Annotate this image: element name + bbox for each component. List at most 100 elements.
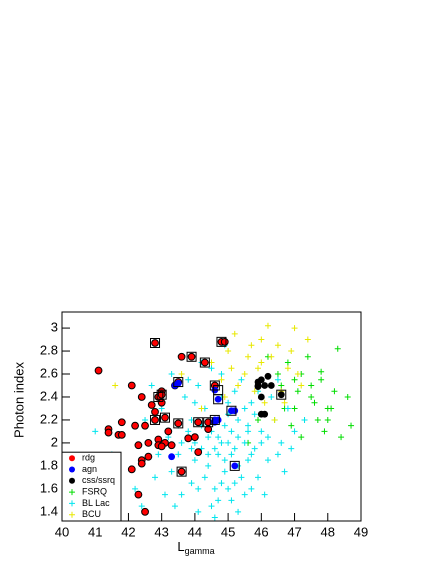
point (208, 503, 215, 510)
legend-marker (69, 511, 75, 518)
point (248, 451, 255, 458)
point (278, 439, 285, 446)
point (228, 365, 235, 372)
point (278, 382, 285, 389)
point (144, 439, 153, 447)
highlight-box (150, 414, 161, 425)
point (205, 451, 212, 458)
point (281, 468, 288, 475)
frame (61, 311, 362, 522)
point (274, 451, 281, 458)
point (304, 336, 311, 343)
point (291, 325, 298, 332)
point (221, 468, 228, 475)
point (151, 416, 159, 424)
point (218, 376, 225, 383)
point (255, 474, 262, 481)
point (190, 433, 199, 442)
point (238, 376, 245, 383)
point (144, 452, 153, 461)
highlight-box (199, 357, 210, 368)
point (171, 503, 178, 510)
point (261, 399, 268, 406)
y-tick-label: 1.4 (40, 503, 58, 518)
highlight-box (153, 391, 164, 402)
highlight-box (159, 412, 170, 423)
point (241, 405, 248, 412)
point (225, 411, 232, 418)
point (301, 416, 308, 423)
point (164, 427, 173, 436)
point (255, 416, 262, 423)
point (127, 381, 136, 390)
point (245, 422, 252, 429)
highlight-box (213, 394, 224, 405)
point (215, 434, 222, 441)
point (298, 382, 305, 389)
point (151, 408, 159, 416)
point (304, 353, 311, 360)
point (231, 330, 238, 337)
highlight-box (186, 351, 197, 362)
point (195, 485, 202, 492)
x-tick-label: 45 (221, 524, 235, 539)
point (131, 421, 139, 430)
point (168, 468, 175, 475)
point (267, 382, 275, 389)
point (308, 382, 315, 389)
x-tick-label: 42 (121, 524, 135, 539)
point (324, 416, 331, 423)
point (127, 465, 136, 474)
highlight-box (173, 377, 184, 388)
point (152, 474, 159, 481)
point (221, 422, 228, 429)
point (214, 395, 222, 403)
point (235, 508, 242, 515)
point (211, 514, 218, 521)
point (167, 441, 176, 450)
point (288, 422, 295, 429)
point (231, 407, 239, 415)
point (104, 428, 113, 437)
legend-label: BL Lac (82, 498, 110, 508)
point (228, 451, 235, 458)
point (188, 445, 195, 452)
point (194, 418, 203, 427)
highlight-box (156, 389, 167, 400)
highlight-box (203, 417, 214, 428)
point (181, 393, 188, 400)
point (132, 485, 139, 492)
point (248, 342, 255, 349)
point (205, 434, 212, 441)
point (187, 352, 196, 361)
point (231, 462, 239, 470)
point (177, 467, 186, 476)
point (258, 336, 265, 343)
point (284, 365, 291, 372)
point (94, 366, 103, 375)
point (157, 390, 166, 399)
point (264, 322, 271, 329)
point (291, 405, 298, 412)
point (117, 430, 126, 439)
point (141, 421, 149, 430)
point (188, 480, 195, 487)
point (348, 422, 355, 429)
y-axis-label: Photon index (11, 362, 26, 438)
point (258, 428, 265, 435)
highlight-box (173, 418, 184, 429)
x-axis-label: Lgamma (177, 539, 214, 556)
point (138, 503, 145, 510)
point (147, 401, 156, 409)
point (241, 439, 248, 446)
point (294, 388, 301, 395)
x-tick-label: 49 (354, 524, 368, 539)
point (308, 393, 315, 400)
legend-marker (69, 477, 75, 484)
point (268, 393, 275, 400)
x-tick-label: 48 (321, 524, 335, 539)
point (238, 474, 245, 481)
point (331, 388, 338, 395)
point (245, 353, 252, 360)
